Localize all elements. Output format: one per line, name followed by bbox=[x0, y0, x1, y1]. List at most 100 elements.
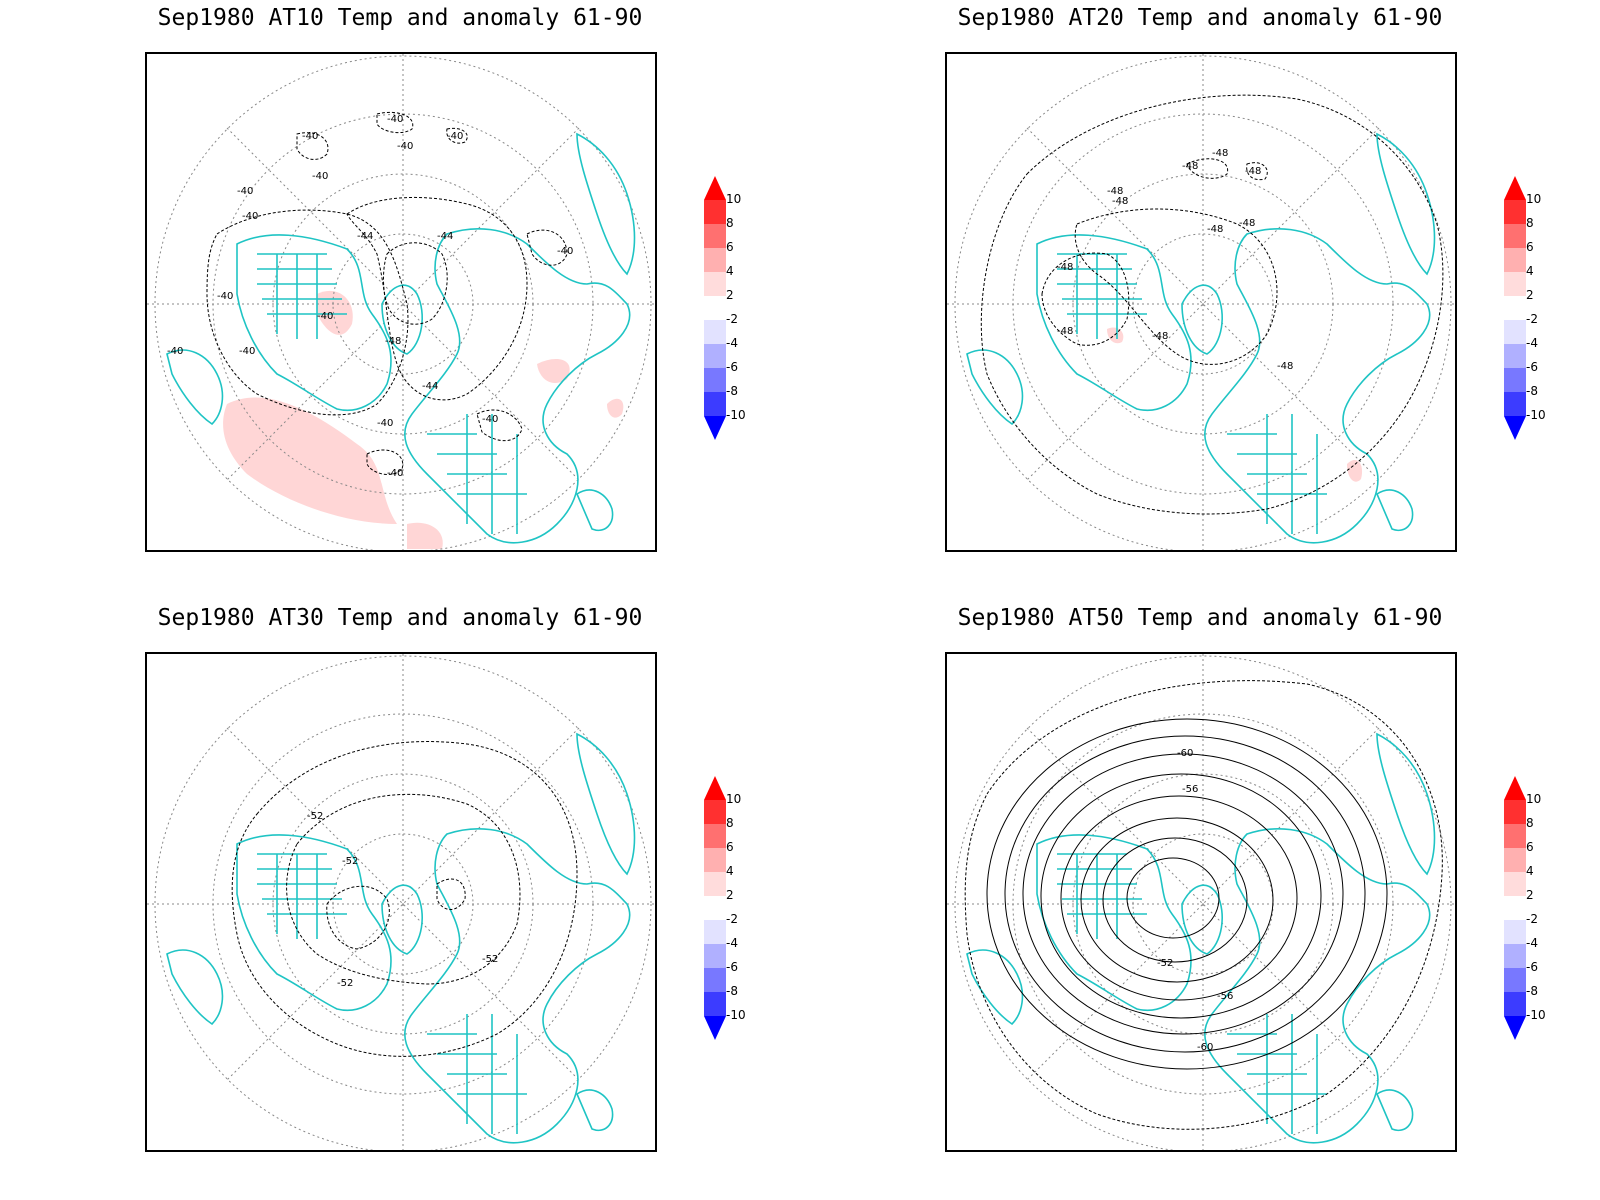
colorbar-label: -10 bbox=[1526, 408, 1546, 422]
colorbar-label: 2 bbox=[1526, 288, 1534, 302]
contour-labels: -52 -52 -52 -52 bbox=[307, 811, 498, 989]
contour-label: -40 bbox=[557, 246, 573, 257]
panel-title: Sep1980 AT10 Temp and anomaly 61-90 bbox=[157, 5, 643, 31]
colorbar-label: 8 bbox=[1526, 216, 1534, 230]
panel-title: Sep1980 AT30 Temp and anomaly 61-90 bbox=[157, 605, 643, 631]
contour-label: -40 bbox=[482, 414, 498, 425]
coastlines bbox=[966, 732, 1436, 1144]
colorbar-legend: 10 8 6 4 2 -2 -4 -6 -8 -10 bbox=[1504, 776, 1564, 1062]
colorbar-label: -8 bbox=[726, 984, 738, 998]
contour-label: -48 bbox=[1277, 361, 1293, 372]
colorbar-label: 2 bbox=[1526, 888, 1534, 902]
contour-label: -40 bbox=[387, 114, 403, 125]
coastlines bbox=[966, 132, 1436, 544]
colorbar-label: -2 bbox=[726, 312, 738, 326]
colorbar-label: 10 bbox=[726, 792, 742, 806]
colorbar-scale bbox=[704, 176, 726, 440]
colorbar-label: -6 bbox=[1526, 360, 1538, 374]
contour-label: -40 bbox=[387, 468, 403, 479]
graticule bbox=[147, 654, 655, 1150]
temperature-contours-solid bbox=[986, 718, 1388, 1070]
contour-label: -48 bbox=[1207, 224, 1223, 235]
map-panel-at50: Sep1980 AT50 Temp and anomaly 61-90 bbox=[800, 600, 1600, 1200]
colorbar-label: 6 bbox=[726, 240, 734, 254]
contour-label: -52 bbox=[482, 954, 498, 965]
colorbar-label: -8 bbox=[1526, 984, 1538, 998]
contour-label: -40 bbox=[397, 141, 413, 152]
colorbar-label: -4 bbox=[726, 336, 738, 350]
colorbar-label: 10 bbox=[1526, 792, 1542, 806]
colorbar-label: 6 bbox=[1526, 840, 1534, 854]
colorbar-label: -6 bbox=[1526, 960, 1538, 974]
colorbar-label: -4 bbox=[726, 936, 738, 950]
contour-label: -40 bbox=[167, 346, 183, 357]
colorbar-label: 6 bbox=[1526, 240, 1534, 254]
colorbar-label: -4 bbox=[1526, 936, 1538, 950]
colorbar-label: -2 bbox=[1526, 312, 1538, 326]
colorbar-label: -2 bbox=[1526, 912, 1538, 926]
contour-label: -56 bbox=[1217, 991, 1233, 1002]
colorbar-label: 4 bbox=[1526, 864, 1534, 878]
contour-label: -60 bbox=[1197, 1042, 1213, 1053]
colorbar-label: 10 bbox=[726, 192, 742, 206]
colorbar-label: -10 bbox=[726, 408, 746, 422]
contour-label: -52 bbox=[307, 811, 323, 822]
contour-label: -52 bbox=[342, 856, 358, 867]
colorbar-label: -6 bbox=[726, 360, 738, 374]
contour-labels: -40 -40 -40 -40 -40 -40 -40 -40 -40 -40 … bbox=[167, 114, 573, 479]
contour-label: -44 bbox=[422, 381, 438, 392]
colorbar-label: 8 bbox=[726, 216, 734, 230]
colorbar-label: -6 bbox=[726, 960, 738, 974]
polar-map: -52 -52 -52 -52 bbox=[145, 652, 657, 1152]
polar-map: -48 -48 -48 -48 -48 -48 -48 -48 -48 -48 … bbox=[945, 52, 1457, 552]
contour-label: -40 bbox=[217, 291, 233, 302]
contour-label: -40 bbox=[377, 418, 393, 429]
contour-label: -56 bbox=[1182, 784, 1198, 795]
contour-label: -48 bbox=[1182, 161, 1198, 172]
anomaly-shading bbox=[1107, 327, 1363, 482]
contour-label: -44 bbox=[357, 231, 373, 242]
contour-label: -48 bbox=[1107, 186, 1123, 197]
contour-label: -48 bbox=[1245, 166, 1261, 177]
polar-map: -60 -56 -52 -56 -60 bbox=[945, 652, 1457, 1152]
colorbar-label: 4 bbox=[726, 264, 734, 278]
contour-label: -48 bbox=[1239, 218, 1255, 229]
contour-label: -48 bbox=[1057, 262, 1073, 273]
temperature-contours bbox=[964, 680, 1443, 1130]
map-panel-at30: Sep1980 AT30 Temp and anomaly 61-90 bbox=[0, 600, 800, 1200]
contour-label: -48 bbox=[1212, 148, 1228, 159]
colorbar-legend: 10 8 6 4 2 -2 -4 -6 -8 -10 bbox=[1504, 176, 1564, 462]
contour-label: -44 bbox=[437, 231, 453, 242]
map-panel-at20: Sep1980 AT20 Temp and anomaly 61-90 bbox=[800, 0, 1600, 600]
contour-labels: -48 -48 -48 -48 -48 -48 -48 -48 -48 -48 … bbox=[1057, 148, 1293, 372]
map-canvas: -52 -52 -52 -52 bbox=[147, 654, 655, 1150]
contour-label: -48 bbox=[385, 336, 401, 347]
contour-label: -40 bbox=[317, 311, 333, 322]
colorbar-label: -10 bbox=[726, 1008, 746, 1022]
colorbar-label: -8 bbox=[1526, 384, 1538, 398]
colorbar-label: -8 bbox=[726, 384, 738, 398]
colorbar-label: 6 bbox=[726, 840, 734, 854]
coastlines bbox=[166, 732, 636, 1144]
contour-label: -52 bbox=[337, 978, 353, 989]
colorbar-scale bbox=[1504, 776, 1526, 1040]
colorbar-label: 4 bbox=[726, 864, 734, 878]
temperature-contours bbox=[231, 741, 578, 1057]
map-panel-at10: Sep1980 AT10 Temp and anomaly 61-90 bbox=[0, 0, 800, 600]
colorbar-label: 8 bbox=[1526, 816, 1534, 830]
colorbar-label: -4 bbox=[1526, 336, 1538, 350]
colorbar-label: -2 bbox=[726, 912, 738, 926]
contour-label: -40 bbox=[312, 171, 328, 182]
contour-label: -40 bbox=[447, 131, 463, 142]
colorbar-scale bbox=[1504, 176, 1526, 440]
colorbar-scale bbox=[704, 776, 726, 1040]
coastlines bbox=[166, 132, 636, 544]
temperature-contours bbox=[980, 94, 1444, 515]
contour-label: -48 bbox=[1152, 331, 1168, 342]
colorbar-legend: 10 8 6 4 2 -2 -4 -6 -8 -10 bbox=[704, 176, 764, 462]
contour-label: -52 bbox=[1157, 958, 1173, 969]
colorbar-legend: 10 8 6 4 2 -2 -4 -6 -8 -10 bbox=[704, 776, 764, 1062]
temperature-contours bbox=[206, 111, 568, 475]
polar-map: -40 -40 -40 -40 -40 -40 -40 -40 -40 -40 … bbox=[145, 52, 657, 552]
colorbar-label: 8 bbox=[726, 816, 734, 830]
